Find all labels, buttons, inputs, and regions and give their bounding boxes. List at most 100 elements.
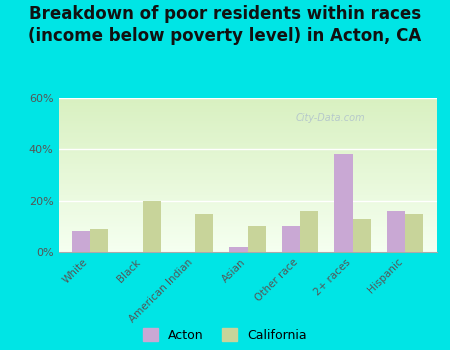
Bar <box>58 233 436 235</box>
Bar <box>58 192 436 194</box>
Bar <box>58 153 436 155</box>
Bar <box>58 140 436 141</box>
Bar <box>334 154 352 252</box>
Bar <box>58 209 436 210</box>
Bar <box>405 214 423 252</box>
Bar <box>58 170 436 172</box>
Bar <box>58 195 436 197</box>
Bar <box>58 218 436 220</box>
Bar <box>58 235 436 237</box>
Bar <box>58 172 436 174</box>
Bar <box>58 220 436 221</box>
Bar <box>58 164 436 166</box>
Bar <box>58 229 436 230</box>
Bar <box>58 217 436 218</box>
Bar <box>58 181 436 183</box>
Bar <box>58 158 436 160</box>
Bar <box>387 211 405 252</box>
Bar <box>58 175 436 176</box>
Bar <box>58 206 436 207</box>
Bar <box>58 126 436 127</box>
Bar <box>58 203 436 204</box>
Bar <box>58 214 436 215</box>
Bar <box>72 231 90 252</box>
Bar <box>58 98 436 99</box>
Bar <box>58 240 436 241</box>
Bar <box>58 251 436 252</box>
Bar <box>58 230 436 232</box>
Bar <box>58 113 436 115</box>
Bar <box>58 166 436 167</box>
Bar <box>58 223 436 224</box>
Bar <box>58 221 436 223</box>
Bar <box>58 226 436 228</box>
Bar <box>58 184 436 186</box>
Bar <box>229 247 248 252</box>
Bar <box>58 232 436 233</box>
Bar <box>58 180 436 181</box>
Bar <box>58 215 436 217</box>
Bar <box>58 176 436 178</box>
Bar <box>58 103 436 104</box>
Bar <box>58 107 436 109</box>
Bar <box>58 130 436 132</box>
Bar <box>58 147 436 149</box>
Bar <box>58 224 436 226</box>
Bar <box>58 212 436 214</box>
Bar <box>58 135 436 136</box>
Bar <box>58 99 436 101</box>
Bar <box>58 144 436 146</box>
Bar <box>58 129 436 130</box>
Bar <box>58 117 436 118</box>
Bar <box>58 121 436 122</box>
Bar <box>58 183 436 184</box>
Bar <box>58 101 436 103</box>
Bar <box>58 133 436 135</box>
Bar <box>143 201 161 252</box>
Bar <box>58 238 436 240</box>
Bar <box>58 243 436 244</box>
Bar <box>58 189 436 190</box>
Bar <box>58 132 436 133</box>
Bar <box>58 163 436 164</box>
Bar <box>58 138 436 140</box>
Bar <box>58 210 436 212</box>
Bar <box>58 143 436 144</box>
Bar <box>58 156 436 158</box>
Bar <box>58 141 436 143</box>
Bar <box>58 160 436 161</box>
Bar <box>58 146 436 147</box>
Bar <box>58 161 436 163</box>
Bar <box>58 115 436 117</box>
Bar <box>58 150 436 152</box>
Bar <box>58 106 436 107</box>
Bar <box>58 187 436 189</box>
Bar <box>58 112 436 113</box>
Bar <box>58 241 436 243</box>
Bar <box>58 246 436 247</box>
Bar <box>58 174 436 175</box>
Bar <box>58 237 436 238</box>
Bar <box>58 190 436 192</box>
Bar <box>58 194 436 195</box>
Bar <box>58 198 436 200</box>
Bar <box>58 104 436 106</box>
Bar <box>352 219 371 252</box>
Bar <box>58 197 436 198</box>
Text: Breakdown of poor residents within races
(income below poverty level) in Acton, : Breakdown of poor residents within races… <box>28 5 422 46</box>
Bar <box>58 186 436 187</box>
Bar <box>58 204 436 206</box>
Bar <box>58 249 436 251</box>
Bar <box>248 226 266 252</box>
Bar <box>58 169 436 170</box>
Bar <box>58 118 436 120</box>
Bar <box>58 199 436 201</box>
Bar <box>58 152 436 153</box>
Bar <box>58 178 436 180</box>
Bar <box>90 229 108 252</box>
Bar <box>58 109 436 110</box>
Bar <box>195 214 213 252</box>
Bar <box>58 207 436 209</box>
Bar <box>58 167 436 169</box>
Bar <box>58 136 436 138</box>
